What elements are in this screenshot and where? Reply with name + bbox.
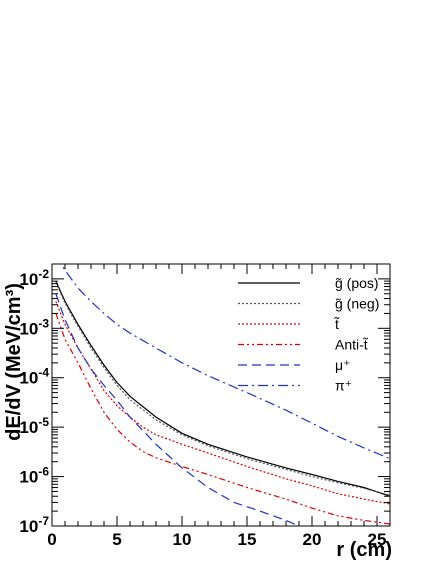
y-tick-label: 10-6 [19, 465, 49, 487]
x-tick-label: 20 [303, 530, 322, 549]
series-line-4 [55, 293, 300, 526]
legend-label: g̃ (neg) [335, 296, 379, 312]
legend-label: g̃ (pos) [335, 275, 379, 291]
y-tick-label: 10-2 [19, 267, 49, 289]
x-tick-label: 0 [47, 530, 56, 549]
y-tick-label: 10-7 [19, 514, 49, 536]
series-line-2 [55, 301, 390, 505]
x-axis-title: r (cm) [336, 539, 392, 561]
y-axis: 10-2 10-3 10-4 10-5 10-6 10-7 [19, 263, 390, 536]
legend-label: μ⁺ [335, 357, 350, 373]
series-line-5 [60, 264, 390, 460]
x-tick-label: 25 [368, 530, 387, 549]
x-axis: 0 5 10 15 20 25 [47, 264, 391, 549]
series-line-3 [55, 313, 390, 525]
series-line-0 [55, 280, 390, 497]
legend: g̃ (pos) g̃ (neg) t̃ Anti-t̃ μ⁺ π⁺ [238, 275, 379, 394]
x-tick-label: 5 [112, 530, 121, 549]
x-tick-label: 15 [238, 530, 257, 549]
x-tick-label: 10 [173, 530, 192, 549]
legend-label: π⁺ [335, 378, 352, 394]
series-layer [55, 264, 390, 526]
y-tick-label: 10-3 [19, 316, 49, 338]
y-axis-title: dE/dV (MeV/cm³) [3, 283, 25, 441]
legend-label: t̃ [334, 316, 340, 332]
series-line-1 [55, 282, 390, 496]
y-tick-label: 10-5 [19, 415, 49, 437]
legend-label: Anti-t̃ [335, 337, 368, 353]
y-tick-label: 10-4 [19, 366, 49, 388]
